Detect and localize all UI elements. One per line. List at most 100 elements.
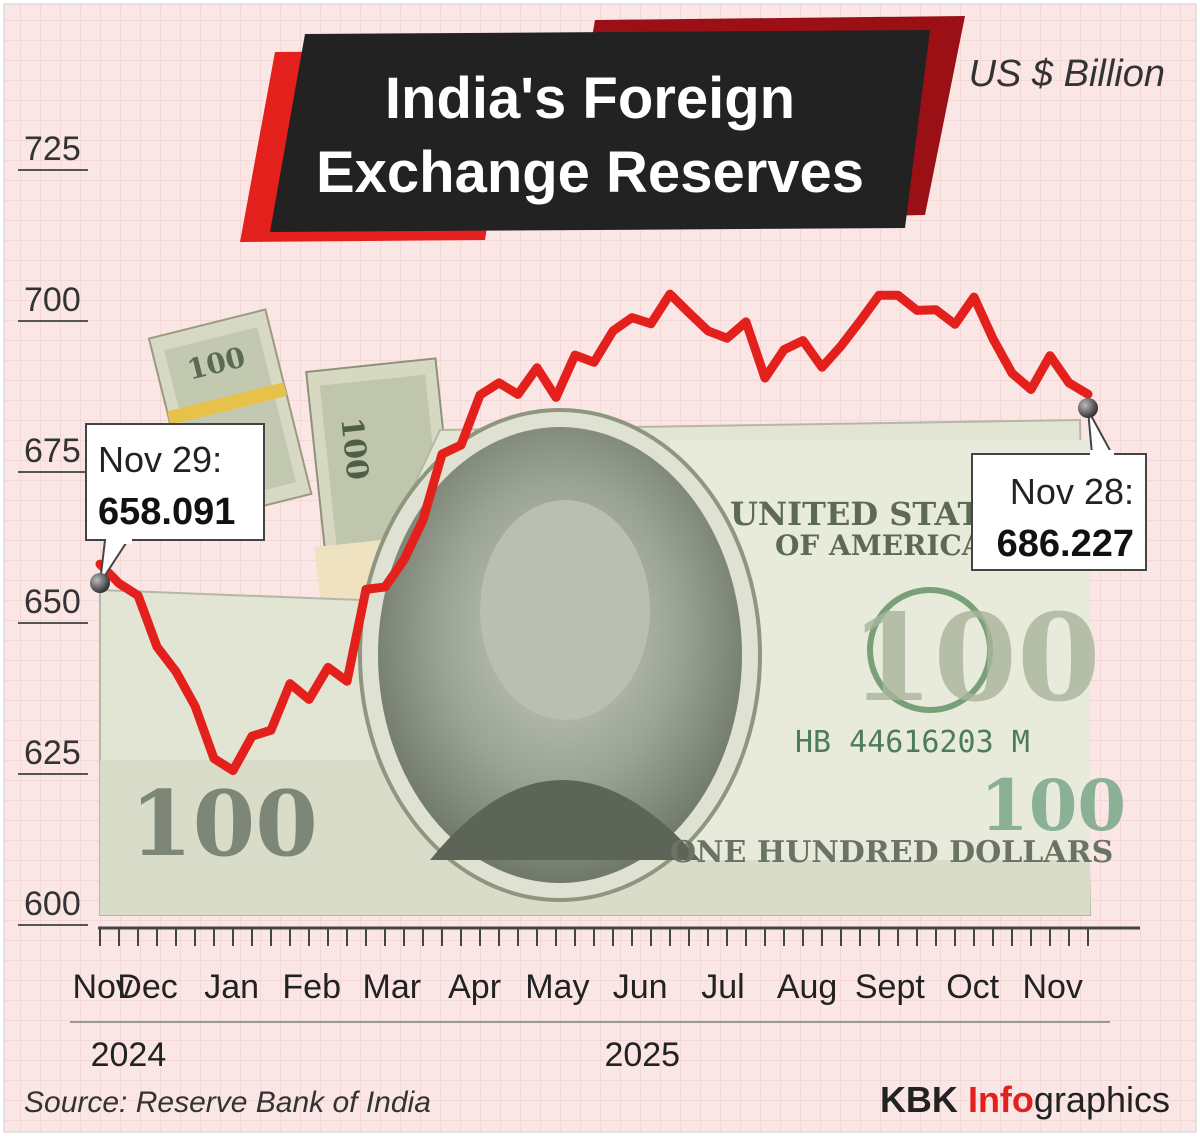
y-tick-label: 675 bbox=[24, 432, 81, 470]
data-point bbox=[479, 394, 481, 396]
credit-prefix: KBK bbox=[880, 1079, 968, 1120]
data-point bbox=[631, 317, 633, 319]
credit-logo: KBK Infographics bbox=[880, 1079, 1170, 1120]
chart-title-line2: Exchange Reserves bbox=[316, 140, 864, 205]
data-point bbox=[99, 563, 101, 565]
data-point bbox=[745, 321, 747, 323]
month-label: Mar bbox=[363, 968, 422, 1006]
data-point bbox=[650, 323, 652, 325]
data-point bbox=[707, 330, 709, 332]
data-point bbox=[536, 367, 538, 369]
callout-end-date: Nov 28: bbox=[1010, 471, 1134, 512]
data-point bbox=[118, 582, 120, 584]
month-label: Jul bbox=[701, 968, 744, 1006]
data-point bbox=[783, 349, 785, 351]
svg-text:100: 100 bbox=[333, 416, 374, 482]
callout-start-value: 658.091 bbox=[98, 491, 235, 533]
callout-start: Nov 29: 658.091 bbox=[85, 423, 265, 593]
callout-end: Nov 28: 686.227 bbox=[971, 398, 1147, 571]
data-point bbox=[574, 354, 576, 356]
month-label: Jun bbox=[613, 968, 668, 1006]
y-tick-label: 725 bbox=[24, 130, 81, 168]
data-point bbox=[346, 680, 348, 682]
data-point bbox=[517, 393, 519, 395]
month-label: Aug bbox=[777, 968, 838, 1006]
y-axis: 725 700 675 650 625 600 bbox=[18, 130, 88, 926]
svg-text:100: 100 bbox=[980, 764, 1126, 847]
svg-text:OF AMERICA: OF AMERICA bbox=[775, 529, 985, 562]
x-axis-year-group: 2024 2025 bbox=[70, 1021, 1110, 1074]
start-marker bbox=[90, 573, 110, 593]
data-point bbox=[688, 312, 690, 314]
y-tick-label: 650 bbox=[24, 583, 81, 621]
data-point bbox=[365, 588, 367, 590]
data-point bbox=[973, 296, 975, 298]
series-points bbox=[99, 293, 1089, 772]
data-point bbox=[194, 705, 196, 707]
data-point bbox=[270, 729, 272, 731]
credit-accent: Info bbox=[968, 1079, 1034, 1120]
data-point bbox=[1087, 393, 1089, 395]
data-point bbox=[593, 361, 595, 363]
data-point bbox=[137, 594, 139, 596]
credit-suffix: graphics bbox=[1034, 1079, 1170, 1120]
month-label: Sept bbox=[855, 968, 925, 1006]
month-label: May bbox=[525, 968, 589, 1006]
year-label: 2025 bbox=[604, 1036, 680, 1074]
y-tick-label: 625 bbox=[24, 734, 81, 772]
data-point bbox=[935, 309, 937, 311]
data-point bbox=[422, 519, 424, 521]
data-point bbox=[384, 586, 386, 588]
month-label: Oct bbox=[946, 968, 999, 1006]
data-point bbox=[289, 683, 291, 685]
data-point bbox=[764, 377, 766, 379]
data-point bbox=[555, 396, 557, 398]
x-axis-ticks bbox=[99, 928, 1089, 946]
data-point bbox=[251, 735, 253, 737]
data-point bbox=[460, 444, 462, 446]
month-label: Feb bbox=[282, 968, 341, 1006]
y-tick-label: 700 bbox=[24, 281, 81, 319]
data-point bbox=[232, 770, 234, 772]
month-label: Jan bbox=[204, 968, 259, 1006]
data-point bbox=[1030, 389, 1032, 391]
data-point bbox=[1049, 355, 1051, 357]
callout-end-value: 686.227 bbox=[997, 523, 1134, 565]
data-point bbox=[403, 559, 405, 561]
month-label: Nov bbox=[1022, 968, 1082, 1006]
data-point bbox=[878, 294, 880, 296]
data-point bbox=[327, 666, 329, 668]
svg-text:ONE HUNDRED DOLLARS: ONE HUNDRED DOLLARS bbox=[670, 835, 1113, 870]
data-point bbox=[612, 330, 614, 332]
data-point bbox=[992, 338, 994, 340]
data-point bbox=[897, 294, 899, 296]
month-label: Apr bbox=[448, 968, 501, 1006]
data-point bbox=[156, 646, 158, 648]
banknote-illustration: 100 100 100 HB 44616203 M UNITED STATES … bbox=[99, 308, 1126, 916]
svg-text:HB 44616203 M: HB 44616203 M bbox=[795, 725, 1030, 760]
data-point bbox=[954, 323, 956, 325]
data-point bbox=[213, 758, 215, 760]
data-point bbox=[498, 382, 500, 384]
data-point bbox=[802, 340, 804, 342]
svg-text:100: 100 bbox=[130, 771, 318, 877]
data-point bbox=[669, 293, 671, 295]
data-point bbox=[441, 453, 443, 455]
y-tick-label: 600 bbox=[24, 885, 81, 923]
data-point bbox=[840, 345, 842, 347]
month-label: Dec bbox=[117, 968, 177, 1006]
month-label: Nov bbox=[72, 968, 132, 1006]
data-point bbox=[726, 337, 728, 339]
title-banner: India's Foreign Exchange Reserves bbox=[240, 16, 965, 242]
svg-text:100: 100 bbox=[850, 588, 1101, 729]
data-point bbox=[821, 366, 823, 368]
year-label: 2024 bbox=[91, 1036, 167, 1074]
data-point bbox=[175, 671, 177, 673]
data-point bbox=[1068, 382, 1070, 384]
data-point bbox=[308, 698, 310, 700]
chart-title-line1: India's Foreign bbox=[385, 66, 795, 131]
source-note: Source: Reserve Bank of India bbox=[24, 1086, 431, 1119]
